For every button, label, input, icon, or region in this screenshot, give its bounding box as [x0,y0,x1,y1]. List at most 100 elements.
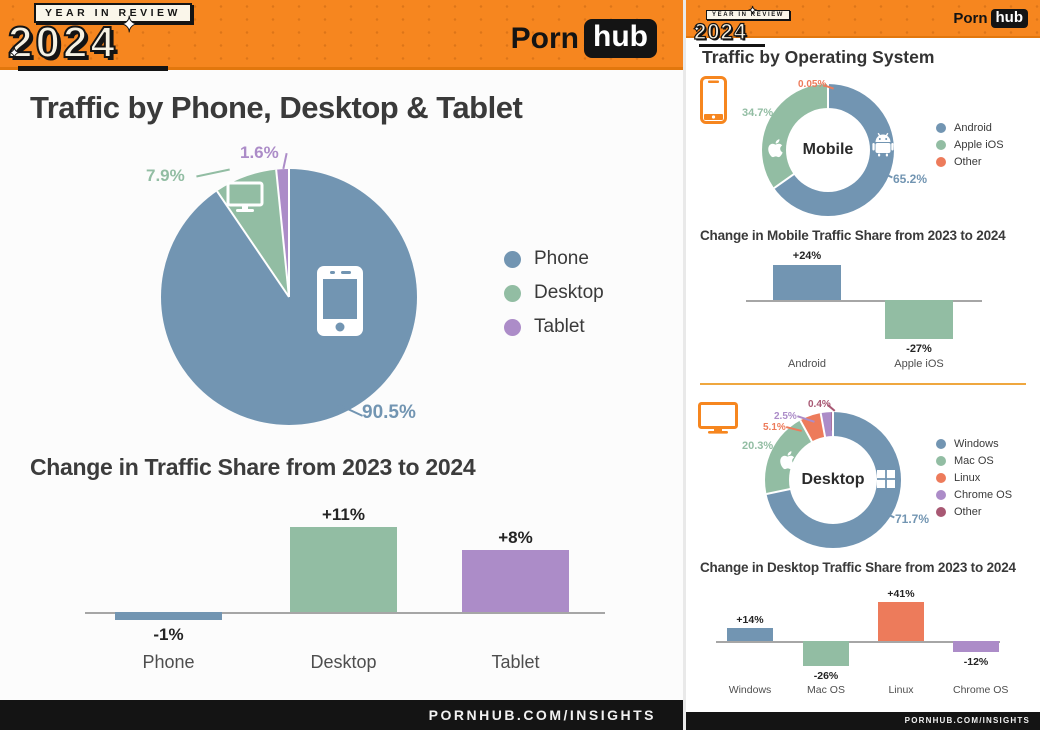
desktop-monitor-icon [226,181,264,213]
legend-item-tablet: Tablet [504,316,604,338]
pie-slice-divider [288,169,290,297]
x-axis-line [85,612,605,614]
desktop-change-bar-chart: +14% -26% +41% -12% Windows Mac OS Linux… [710,582,1016,700]
sparkle-icon: ✦ [119,12,139,38]
label-leader-line [196,168,230,178]
legend-swatch-android [936,123,946,133]
legend-swatch-windows [936,439,946,449]
year-in-review-logo: YEAR IN REVIEW 2024 [693,3,791,47]
legend-item-other: Other [936,156,1004,168]
category-label-apple-ios: Apple iOS [894,358,944,370]
legend-label-windows: Windows [954,438,999,450]
brand-hub-box: hub [584,19,657,58]
chromeos-share-label: 2.5% [774,411,797,422]
bar-desktop [290,527,397,612]
donut-center-label-mobile: Mobile [786,108,870,192]
windows-share-label: 71.7% [895,512,930,526]
section-divider [700,383,1026,385]
legend-label-desktop: Desktop [534,282,604,303]
sparkle-icon: ✦ [693,24,701,35]
year-2024-wordmark: 2024 [7,18,118,67]
device-legend: Phone Desktop Tablet [504,248,604,350]
page-title-os: Traffic by Operating System [702,47,935,67]
year-2024-wordmark: 2024 [693,19,747,44]
device-share-pie-chart [161,169,417,425]
legend-label-phone: Phone [534,248,589,269]
legend-label-linux: Linux [954,472,981,484]
section-title-desktop-change: Change in Desktop Traffic Share from 202… [700,560,1016,575]
legend-label-other: Other [954,506,982,518]
legend-item-chromeos: Chrome OS [936,489,1012,501]
bar-apple-ios [885,300,953,340]
legend-swatch-tablet [504,318,521,336]
legend-item-apple-ios: Apple iOS [936,139,1004,151]
legend-label-macos: Mac OS [954,455,994,467]
x-axis-line [746,300,982,302]
bar-linux [878,602,924,641]
bar-android [773,265,841,300]
desktop-os-donut-chart: Desktop [765,412,901,548]
legend-item-phone: Phone [504,248,604,270]
year-in-review-badge: YEAR IN REVIEW [706,10,791,20]
other-share-label: 0.4% [808,399,831,410]
legend-item-android: Android [936,122,1004,134]
logo-underline-bar [699,44,765,47]
bar-chromeos [953,641,999,653]
legend-item-macos: Mac OS [936,455,1012,467]
legend-item-windows: Windows [936,438,1012,450]
apple-logo-icon [765,136,785,160]
bar-value-apple-ios: -27% [906,343,932,356]
legend-label-chromeos: Chrome OS [954,489,1013,501]
bar-windows [727,627,773,641]
year-in-review-logo: YEAR IN REVIEW 2024 [7,3,192,71]
legend-label-android: Android [954,122,992,134]
brand-porn-text: Porn [953,10,988,27]
mobile-os-legend: Android Apple iOS Other [936,122,1004,173]
legend-swatch-desktop [504,284,521,302]
android-robot-icon [872,131,894,157]
smartphone-icon [317,266,363,336]
bar-value-linux: +41% [887,588,915,601]
section-title-mobile-change: Change in Mobile Traffic Share from 2023… [700,228,1006,243]
phone-share-label: 90.5% [362,402,416,423]
bar-value-macos: -26% [813,669,839,682]
legend-label-tablet: Tablet [534,316,585,337]
windows-logo-icon [877,470,895,488]
bar-phone [115,612,222,620]
legend-swatch-apple-ios [936,140,946,150]
legend-swatch-phone [504,250,521,268]
legend-swatch-chromeos [936,490,946,500]
sparkle-icon: ✦ [747,5,758,18]
bar-value-desktop: +11% [321,505,365,525]
macos-share-label: 20.3% [742,440,774,452]
smartphone-icon [700,76,727,124]
category-label-windows: Windows [728,684,772,696]
legend-item-other: Other [936,506,1012,518]
left-infographic-panel: YEAR IN REVIEW 2024 ✦ ✦ Porn hub Traffic… [0,0,683,730]
desktop-monitor-icon [698,402,738,434]
legend-label-other: Other [954,156,982,168]
brand-hub-box: hub [990,9,1028,28]
footer-url: PORNHUB.COM/INSIGHTS [686,712,1040,730]
legend-swatch-linux [936,473,946,483]
bar-value-tablet: +8% [498,528,533,548]
footer-url: PORNHUB.COM/INSIGHTS [0,700,683,730]
pornhub-logo: Porn hub [953,9,1028,28]
bar-value-phone: -1% [153,624,184,644]
bar-value-android: +24% [792,250,822,263]
desktop-os-legend: Windows Mac OS Linux Chrome OS Other [936,438,1012,523]
right-header-banner: YEAR IN REVIEW 2024 ✦ ✦ Porn hub [686,0,1040,47]
legend-swatch-macos [936,456,946,466]
logo-underline-bar [18,66,168,71]
legend-swatch-other [936,507,946,517]
category-label-macos: Mac OS [807,684,845,696]
category-label-desktop: Desktop [310,652,377,672]
left-header-banner: YEAR IN REVIEW 2024 ✦ ✦ Porn hub [0,0,683,71]
pornhub-logo: Porn hub [511,19,657,58]
bar-value-windows: +14% [736,613,764,626]
bar-value-chromeos: -12% [963,656,989,669]
category-label-android: Android [788,358,826,370]
category-label-chromeos: Chrome OS [953,684,1009,696]
tablet-share-label: 1.6% [240,143,279,162]
year-in-review-badge: YEAR IN REVIEW [34,3,192,23]
